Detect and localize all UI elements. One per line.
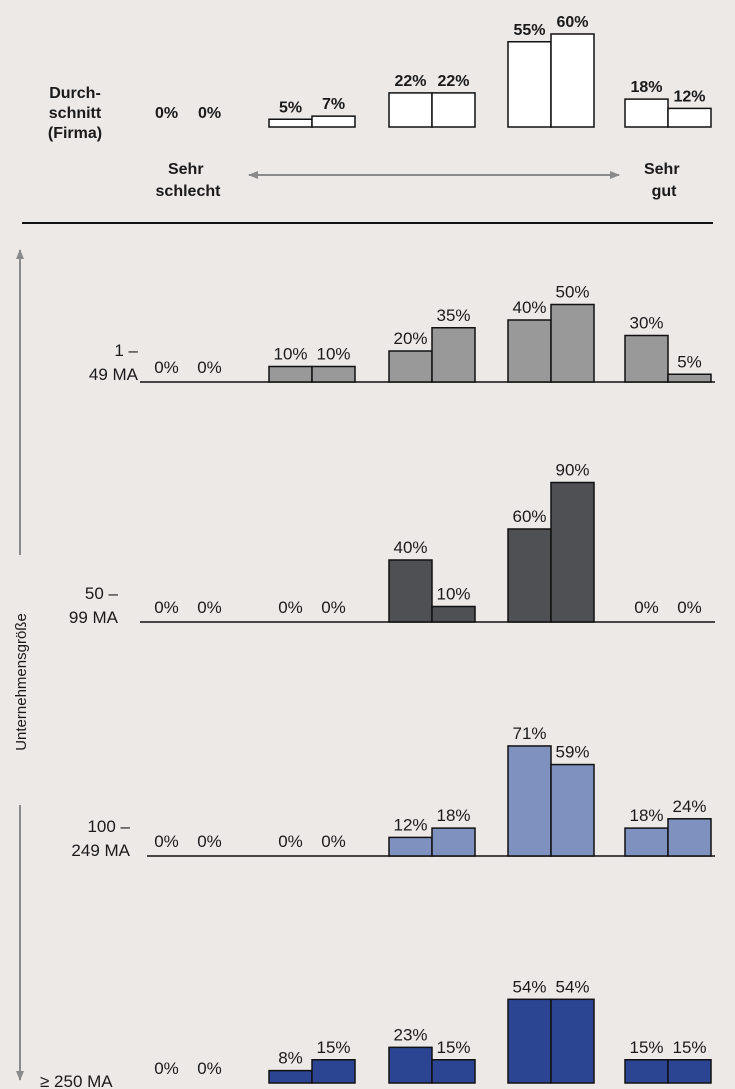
bar <box>388 350 433 383</box>
bar <box>667 107 712 128</box>
bar <box>388 1046 433 1084</box>
group-4: 100 –249 MA 0% 0% 0% 0% 12% 18% 71% 59% 18% 24% <box>71 724 715 860</box>
data-label: 40% <box>393 538 427 557</box>
scale-high-label: Sehr gut <box>644 161 684 200</box>
group-5: ≥ 250 MA 0% 0% 8% 15% 23% 15% 54% 54% 15% 15% <box>40 977 712 1089</box>
data-label: 0% <box>677 598 702 617</box>
bar <box>507 41 552 128</box>
data-label: 0% <box>321 832 346 851</box>
group-label: 1 –49 MA <box>89 341 139 384</box>
scale-low-label: Sehr schlecht <box>156 161 222 200</box>
data-label: 71% <box>512 724 546 743</box>
data-label: 0% <box>154 1059 179 1078</box>
bar <box>550 998 595 1084</box>
data-label: 5% <box>279 99 302 116</box>
bar <box>268 1069 313 1084</box>
data-label: 60% <box>556 14 588 31</box>
bar <box>550 763 595 857</box>
data-label: 0% <box>154 598 179 617</box>
data-label: 15% <box>629 1038 663 1057</box>
data-label: 22% <box>394 73 426 90</box>
group-2: 1 –49 MA 0% 0% 10% 10% 20% 35% 40% 50% 30% 5% <box>89 283 715 384</box>
bar <box>507 745 552 857</box>
bar <box>431 605 476 623</box>
bar <box>624 1059 669 1084</box>
bar <box>507 998 552 1084</box>
data-label: 10% <box>273 345 307 364</box>
data-label: 7% <box>322 96 345 113</box>
data-label: 0% <box>155 105 178 122</box>
group-label: Durch-schnitt (Firma) <box>48 85 102 142</box>
bar <box>268 118 313 128</box>
data-label: 0% <box>154 358 179 377</box>
data-label: 15% <box>316 1038 350 1057</box>
bar <box>311 115 356 128</box>
data-label: 0% <box>197 1059 222 1078</box>
bar <box>311 1059 356 1084</box>
group-label: 100 –249 MA <box>71 817 130 860</box>
y-axis-label: Unternehmensgröße <box>13 613 30 751</box>
bar <box>667 818 712 857</box>
data-label: 18% <box>629 806 663 825</box>
data-label: 35% <box>436 306 470 325</box>
data-label: 40% <box>512 298 546 317</box>
group-label: ≥ 250 MA <box>40 1072 113 1089</box>
data-label: 23% <box>393 1025 427 1044</box>
bar <box>507 528 552 623</box>
data-label: 59% <box>555 743 589 762</box>
bar <box>388 836 433 857</box>
bar <box>388 559 433 623</box>
data-label: 30% <box>629 314 663 333</box>
data-label: 5% <box>677 352 702 371</box>
data-label: 18% <box>630 79 662 96</box>
data-label: 10% <box>436 585 470 604</box>
bar <box>268 365 313 383</box>
bar <box>550 33 595 128</box>
data-label: 0% <box>197 832 222 851</box>
data-label: 24% <box>672 797 706 816</box>
bar <box>624 827 669 857</box>
data-label: 54% <box>555 977 589 996</box>
group-label: 50 –99 MA <box>69 584 119 627</box>
data-label: 0% <box>278 832 303 851</box>
data-label: 60% <box>512 507 546 526</box>
data-label: 15% <box>672 1038 706 1057</box>
data-label: 50% <box>555 283 589 302</box>
group-3: 50 –99 MA 0% 0% 0% 0% 40% 10% 60% 90% 0% 0% <box>69 461 715 627</box>
data-label: 22% <box>437 73 469 90</box>
data-label: 15% <box>436 1038 470 1057</box>
bar <box>550 481 595 623</box>
data-label: 0% <box>197 598 222 617</box>
data-label: 0% <box>634 598 659 617</box>
data-label: 10% <box>316 345 350 364</box>
bar <box>550 303 595 383</box>
bar <box>431 827 476 857</box>
data-label: 55% <box>513 22 545 39</box>
data-label: 12% <box>393 815 427 834</box>
data-label: 12% <box>673 88 705 105</box>
data-label: 0% <box>154 832 179 851</box>
data-label: 0% <box>197 358 222 377</box>
bar <box>431 1059 476 1084</box>
data-label: 54% <box>512 977 546 996</box>
bar <box>667 373 712 383</box>
data-label: 20% <box>393 329 427 348</box>
data-label: 0% <box>278 598 303 617</box>
data-label: 0% <box>198 105 221 122</box>
bar <box>667 1059 712 1084</box>
bar <box>624 98 669 128</box>
data-label: 90% <box>555 461 589 480</box>
bar <box>388 92 433 128</box>
group-1: Durch-schnitt (Firma) 0% 0% 5% 7% 22% 22% 55% 60%… <box>48 14 712 142</box>
bar <box>624 334 669 383</box>
bar <box>311 365 356 383</box>
data-label: 0% <box>321 598 346 617</box>
data-label: 8% <box>278 1049 303 1068</box>
bar <box>431 92 476 128</box>
bar <box>431 327 476 383</box>
data-label: 18% <box>436 806 470 825</box>
bar <box>507 319 552 383</box>
